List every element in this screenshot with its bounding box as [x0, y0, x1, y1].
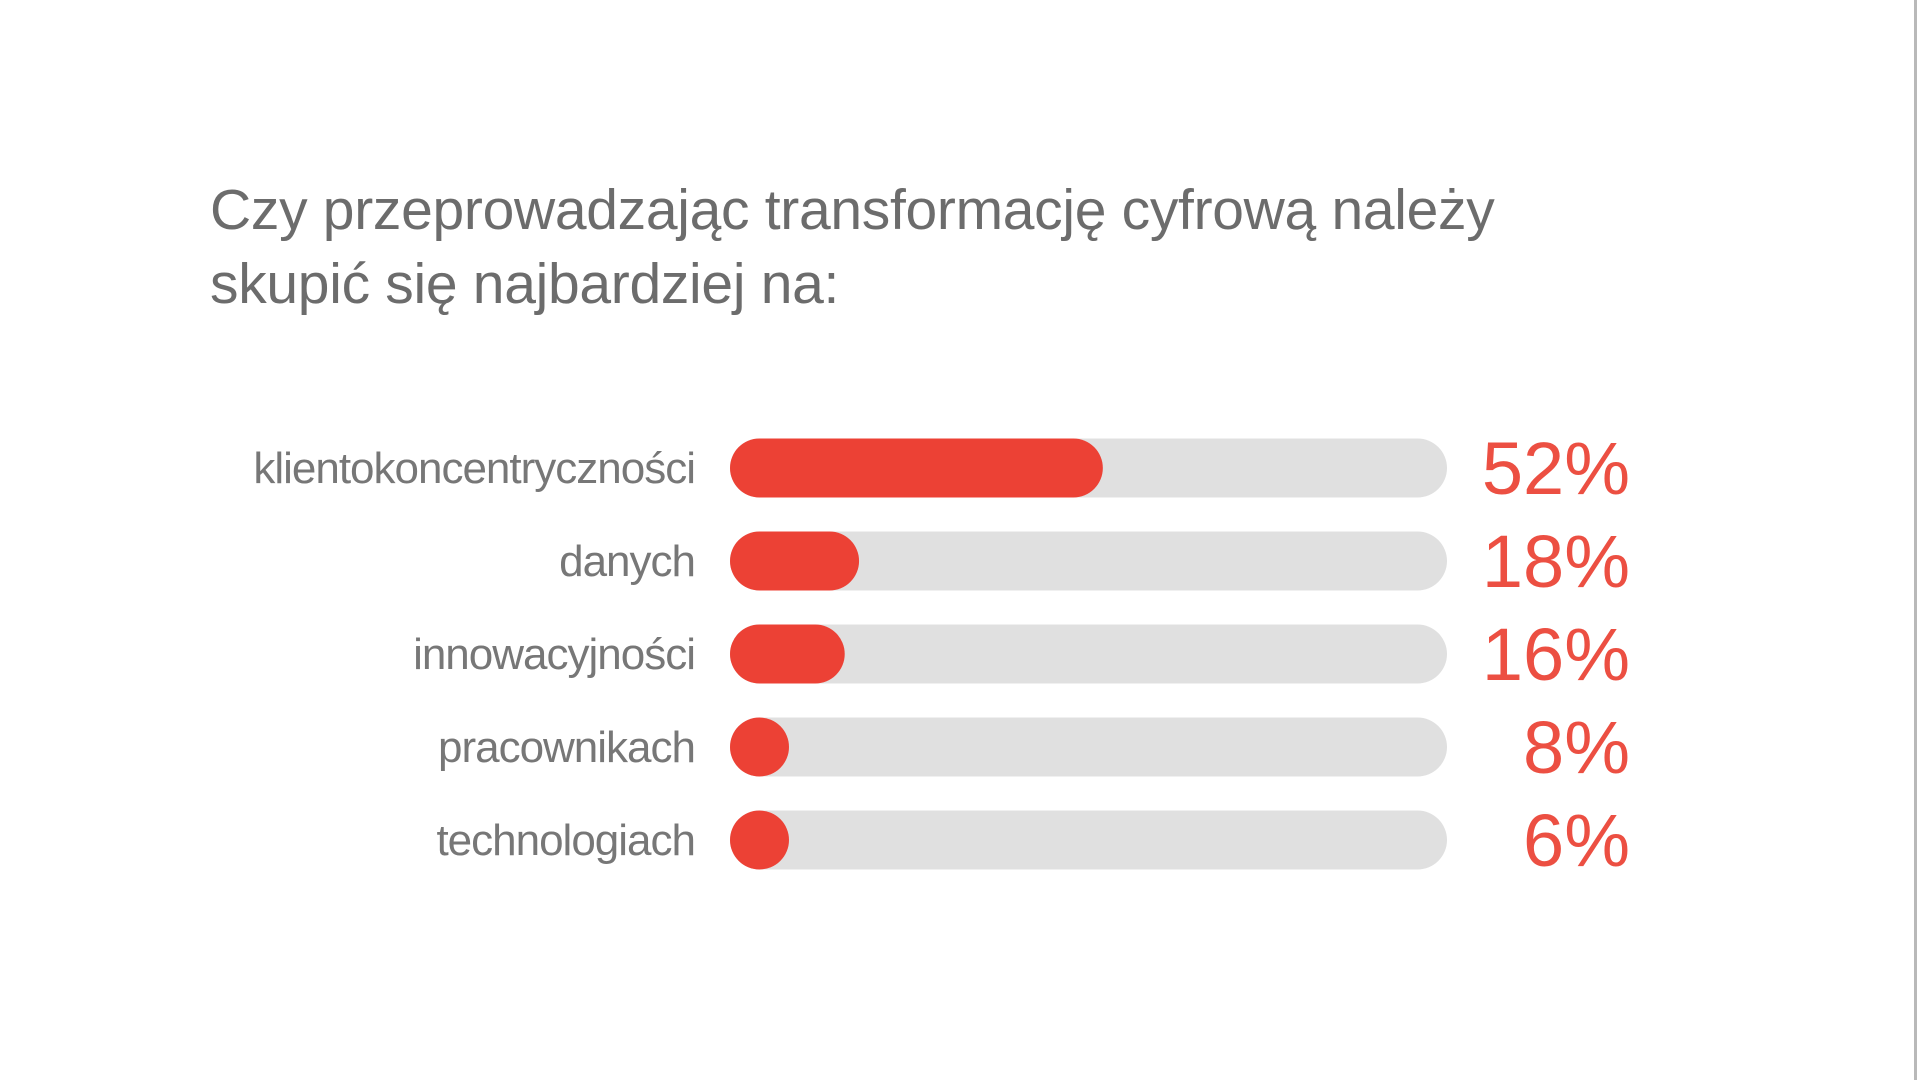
value-label: 6% [1523, 799, 1630, 882]
category-label: pracownikach [438, 723, 695, 772]
bar-track [730, 717, 1447, 777]
title-line-2: skupić się najbardziej na: [210, 252, 840, 316]
title-line-1: Czy przeprowadzając transformację cyfrow… [210, 178, 1495, 242]
bar-fill [730, 438, 1103, 498]
category-label: technologiach [436, 816, 695, 865]
bar-fill [730, 531, 860, 591]
bar-row: innowacyjności 16% [413, 613, 1630, 696]
bar-fill [730, 810, 789, 870]
value-label: 8% [1523, 706, 1630, 789]
chart-title: Czy przeprowadzając transformację cyfrow… [210, 173, 1610, 321]
category-label: danych [559, 537, 695, 586]
value-label: 52% [1482, 427, 1630, 510]
category-label: innowacyjności [413, 630, 695, 679]
bar-row: klientokoncentryczności 52% [253, 427, 1630, 510]
bar-fill [730, 717, 789, 777]
bar-track [730, 531, 1447, 591]
frame-edge [1914, 0, 1917, 1080]
bar-track [730, 624, 1447, 684]
bar-fill [730, 624, 845, 684]
bar-row: technologiach 6% [436, 799, 1630, 882]
bar-track [730, 810, 1447, 870]
value-label: 16% [1482, 613, 1630, 696]
value-label: 18% [1482, 520, 1630, 603]
category-label: klientokoncentryczności [253, 444, 695, 493]
bar-row: danych 18% [559, 520, 1630, 603]
bar-row: pracownikach 8% [438, 706, 1630, 789]
